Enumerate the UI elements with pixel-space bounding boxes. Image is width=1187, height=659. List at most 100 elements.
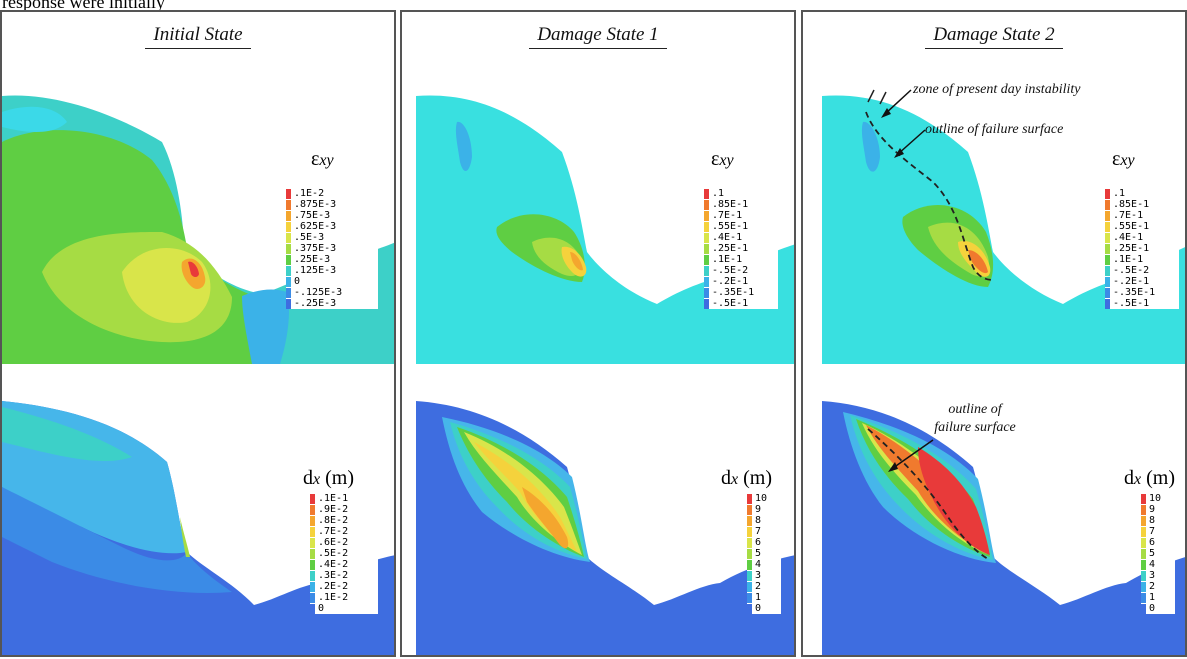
- panel-title-text: Initial State: [145, 24, 251, 49]
- annotation-arrow-bottom: [888, 439, 934, 472]
- legend-swatch: [310, 526, 315, 537]
- legend-swatch: [1105, 265, 1110, 276]
- legend-label: .5E-2: [318, 548, 349, 559]
- legend-entry: .6E-2: [310, 537, 378, 548]
- legend-swatch: [704, 265, 709, 276]
- legend-entry: .55E-1: [704, 221, 778, 232]
- legend-entry: -.5E-2: [704, 265, 778, 276]
- legend-label: .125E-3: [294, 265, 337, 276]
- legend-swatch: [286, 243, 291, 254]
- legend-entry: 1: [747, 592, 781, 603]
- legend-entry: .55E-1: [1105, 221, 1179, 232]
- legend-label: .7E-1: [712, 210, 743, 221]
- panel-damage-state-1: Damage State 1 εxy .1.85E-1.7E-1.55E-1.4…: [400, 10, 796, 657]
- legend-label: -.125E-3: [294, 287, 343, 298]
- strain-zone-blue: [861, 121, 880, 172]
- legend-entry: 1: [1141, 592, 1175, 603]
- legend-label: .1E-2: [294, 188, 325, 199]
- legend-entry: .1E-1: [1105, 254, 1179, 265]
- legend-entry: 7: [1141, 526, 1175, 537]
- legend-label: 2: [755, 581, 762, 592]
- legend-swatch: [747, 581, 752, 592]
- legend-entry: .375E-3: [286, 243, 378, 254]
- failure-surface-outline: [867, 428, 989, 560]
- strain-legend-title: εxy: [1112, 148, 1135, 171]
- strain-legend: .1.85E-1.7E-1.55E-1.4E-1.25E-1.1E-1 -.5E-…: [704, 188, 778, 309]
- legend-entry: .7E-1: [1105, 210, 1179, 221]
- legend-entry: 0: [310, 603, 378, 614]
- legend-entry: -.5E-2: [1105, 265, 1179, 276]
- legend-entry: 8: [1141, 515, 1175, 526]
- legend-swatch: [747, 603, 752, 614]
- panel-title: Damage State 2: [803, 24, 1185, 49]
- legend-entry: 5: [747, 548, 781, 559]
- legend-swatch: [286, 254, 291, 265]
- legend-entry: 5: [1141, 548, 1175, 559]
- legend-entry: .5E-2: [310, 548, 378, 559]
- legend-swatch: [704, 210, 709, 221]
- legend-label: .75E-3: [294, 210, 331, 221]
- legend-swatch: [1105, 210, 1110, 221]
- legend-swatch: [310, 592, 315, 603]
- legend-entry: 6: [1141, 537, 1175, 548]
- disp-legend-title: dx (m): [303, 467, 354, 490]
- legend-symbol: d: [721, 467, 731, 489]
- legend-swatch: [1105, 221, 1110, 232]
- legend-entry: -.35E-1: [704, 287, 778, 298]
- legend-label: .55E-1: [712, 221, 749, 232]
- legend-swatch: [1105, 276, 1110, 287]
- legend-label: .4E-1: [712, 232, 743, 243]
- legend-label: -.2E-1: [712, 276, 749, 287]
- legend-swatch: [286, 265, 291, 276]
- legend-label: .5E-3: [294, 232, 325, 243]
- legend-swatch: [286, 232, 291, 243]
- strain-zone-red: [188, 261, 199, 277]
- legend-entry: 6: [747, 537, 781, 548]
- legend-symbol: ε: [1112, 148, 1121, 170]
- legend-label: .1E-1: [712, 254, 743, 265]
- legend-entry: 8: [747, 515, 781, 526]
- legend-label: 10: [755, 493, 768, 504]
- legend-entry: .8E-2: [310, 515, 378, 526]
- legend-swatch: [747, 504, 752, 515]
- legend-swatch: [704, 243, 709, 254]
- legend-entry: -.2E-1: [704, 276, 778, 287]
- legend-swatch: [310, 504, 315, 515]
- legend-swatch: [1105, 232, 1110, 243]
- legend-entry: 3: [1141, 570, 1175, 581]
- legend-entry: .4E-2: [310, 559, 378, 570]
- legend-entry: .125E-3: [286, 265, 378, 276]
- legend-label: 3: [755, 570, 762, 581]
- legend-swatch: [704, 221, 709, 232]
- legend-label: 10: [1149, 493, 1162, 504]
- arrow-head-failure-bottom: [888, 462, 898, 472]
- legend-label: .55E-1: [1113, 221, 1150, 232]
- legend-swatch: [704, 232, 709, 243]
- legend-entry: .3E-2: [310, 570, 378, 581]
- legend-label: .25E-3: [294, 254, 331, 265]
- legend-label: 8: [1149, 515, 1156, 526]
- legend-label: .1: [712, 188, 725, 199]
- legend-label: .3E-2: [318, 570, 349, 581]
- legend-swatch: [1141, 592, 1146, 603]
- legend-entry: .85E-1: [704, 199, 778, 210]
- legend-label: .1E-2: [318, 592, 349, 603]
- legend-swatch: [704, 199, 709, 210]
- legend-label: .85E-1: [712, 199, 749, 210]
- legend-swatch: [747, 493, 752, 504]
- legend-swatch: [1141, 559, 1146, 570]
- disp-zone-surface: [180, 517, 190, 557]
- legend-label: 7: [1149, 526, 1156, 537]
- annotation-instability-zone: zone of present day instability: [913, 82, 1081, 97]
- legend-entry: .4E-1: [704, 232, 778, 243]
- legend-entry: .7E-2: [310, 526, 378, 537]
- legend-entry: .4E-1: [1105, 232, 1179, 243]
- legend-swatch: [747, 559, 752, 570]
- legend-symbol: ε: [311, 148, 320, 170]
- legend-label: .8E-2: [318, 515, 349, 526]
- disp-zone-orange: [522, 487, 569, 549]
- legend-entry: 10: [747, 493, 781, 504]
- legend-swatch: [1105, 287, 1110, 298]
- legend-label: -.5E-2: [712, 265, 749, 276]
